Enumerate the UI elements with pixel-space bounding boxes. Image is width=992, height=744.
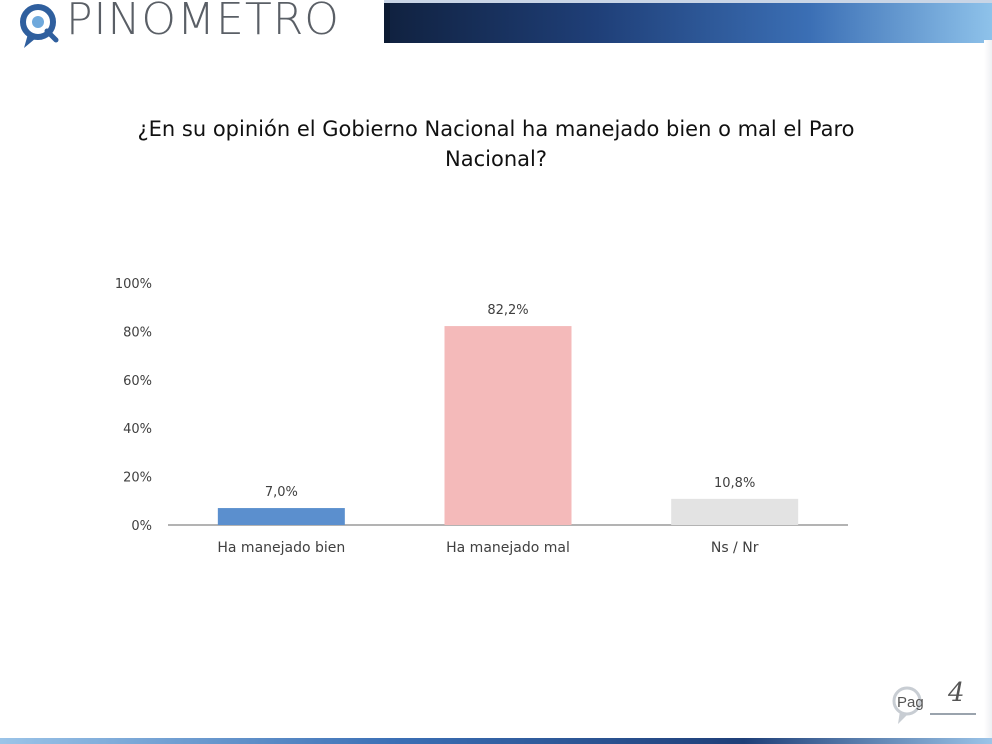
data-label: 7,0% xyxy=(265,485,298,500)
data-labels: 7,0% 82,2% 10,8% xyxy=(265,303,756,500)
y-tick-label: 60% xyxy=(123,374,152,389)
page-underline xyxy=(930,713,976,715)
page-pin-icon xyxy=(892,686,922,724)
data-label: 10,8% xyxy=(714,476,755,491)
category-label: Ha manejado bien xyxy=(217,540,345,556)
y-axis-ticks: 0% 20% 40% 60% 80% 100% xyxy=(115,277,152,534)
bar xyxy=(217,508,345,525)
data-label: 82,2% xyxy=(487,303,528,318)
y-tick-label: 100% xyxy=(115,277,152,292)
bar-chart: 0% 20% 40% 60% 80% 100% 7,0% 82,2% 10,8% Ha man… xyxy=(115,277,848,556)
y-tick-label: 0% xyxy=(131,519,152,534)
category-label: Ha manejado mal xyxy=(446,540,570,556)
bar xyxy=(444,326,572,525)
header-band xyxy=(384,0,992,43)
page-edge-shadow xyxy=(984,40,992,738)
page-label: Pag xyxy=(897,694,924,711)
y-tick-label: 80% xyxy=(123,325,152,340)
y-tick-label: 40% xyxy=(123,422,152,437)
page-number: 4 xyxy=(948,678,965,708)
chart-title: ¿En su opinión el Gobierno Nacional ha m… xyxy=(137,117,855,171)
brand-name: PINOMETRO xyxy=(66,0,340,45)
category-label: Ns / Nr xyxy=(711,540,759,556)
y-tick-label: 20% xyxy=(123,471,152,486)
footer-band xyxy=(0,738,992,744)
bars xyxy=(217,326,799,525)
magnifier-pin-icon xyxy=(20,4,59,48)
category-labels: Ha manejado bien Ha manejado mal Ns / Nr xyxy=(217,540,758,556)
bar xyxy=(671,498,799,525)
